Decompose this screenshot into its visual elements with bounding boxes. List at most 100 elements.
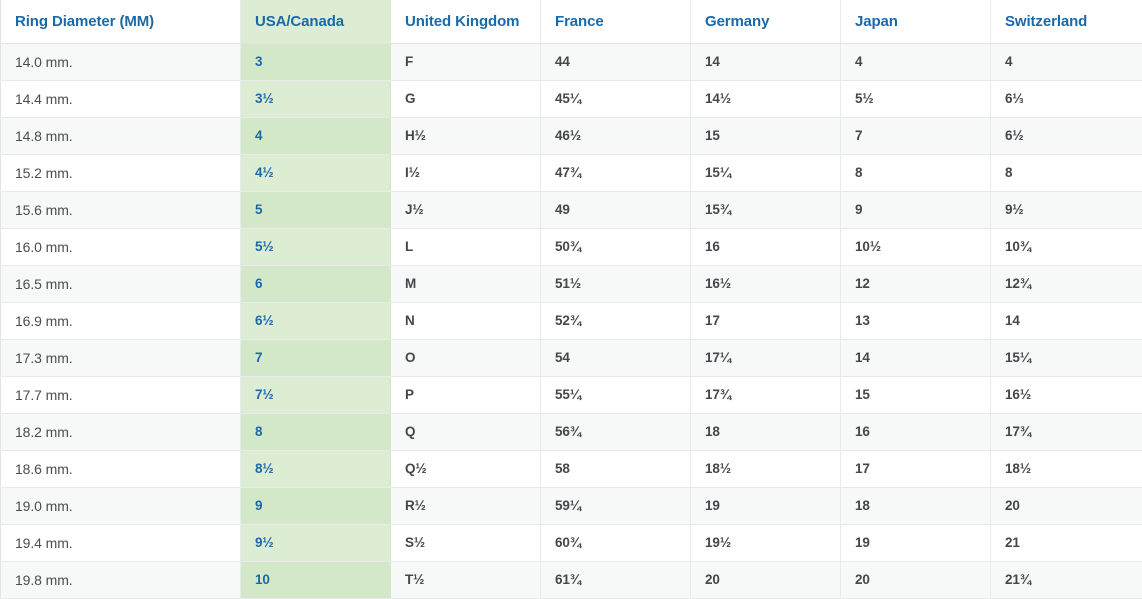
cell-united-kingdom: I½ — [390, 154, 541, 192]
table-row: 15.2 mm. 4½ I½ 47¾ 15¼ 8 8 — [0, 154, 1142, 192]
column-header-usacanada: USA/Canada — [240, 0, 391, 44]
table-row: 14.0 mm. 3 F 44 14 4 4 — [0, 43, 1142, 81]
cell-japan: 14 — [840, 339, 991, 377]
cell-france: 55¼ — [540, 376, 691, 414]
cell-ring-diameter: 16.9 mm. — [0, 302, 241, 340]
cell-united-kingdom: J½ — [390, 191, 541, 229]
cell-france: 50¾ — [540, 228, 691, 266]
cell-japan: 19 — [840, 524, 991, 562]
table-row: 16.9 mm. 6½ N 52¾ 17 13 14 — [0, 302, 1142, 340]
cell-japan: 20 — [840, 561, 991, 599]
cell-germany: 17 — [690, 302, 841, 340]
cell-united-kingdom: L — [390, 228, 541, 266]
cell-ring-diameter: 16.5 mm. — [0, 265, 241, 303]
cell-germany: 18 — [690, 413, 841, 451]
cell-usacanada: 8 — [240, 413, 391, 451]
cell-japan: 7 — [840, 117, 991, 155]
cell-ring-diameter: 18.2 mm. — [0, 413, 241, 451]
cell-japan: 15 — [840, 376, 991, 414]
cell-switzerland: 16½ — [990, 376, 1142, 414]
cell-united-kingdom: O — [390, 339, 541, 377]
cell-switzerland: 8 — [990, 154, 1142, 192]
table-body: 14.0 mm. 3 F 44 14 4 4 14.4 mm. 3½ G 45¼ 14½ 5½ 6⅓ 14.… — [0, 43, 1142, 599]
cell-france: 45¼ — [540, 80, 691, 118]
cell-japan: 8 — [840, 154, 991, 192]
cell-switzerland: 4 — [990, 43, 1142, 81]
cell-germany: 17¾ — [690, 376, 841, 414]
cell-japan: 4 — [840, 43, 991, 81]
cell-ring-diameter: 18.6 mm. — [0, 450, 241, 488]
cell-germany: 16½ — [690, 265, 841, 303]
table-row: 19.4 mm. 9½ S½ 60¾ 19½ 19 21 — [0, 524, 1142, 562]
cell-france: 51½ — [540, 265, 691, 303]
cell-united-kingdom: N — [390, 302, 541, 340]
cell-switzerland: 6⅓ — [990, 80, 1142, 118]
cell-ring-diameter: 14.4 mm. — [0, 80, 241, 118]
cell-france: 56¾ — [540, 413, 691, 451]
cell-france: 54 — [540, 339, 691, 377]
cell-ring-diameter: 16.0 mm. — [0, 228, 241, 266]
cell-united-kingdom: R½ — [390, 487, 541, 525]
cell-ring-diameter: 14.0 mm. — [0, 43, 241, 81]
cell-japan: 17 — [840, 450, 991, 488]
cell-usacanada: 3½ — [240, 80, 391, 118]
cell-germany: 16 — [690, 228, 841, 266]
table-row: 15.6 mm. 5 J½ 49 15¾ 9 9½ — [0, 191, 1142, 229]
cell-france: 61¾ — [540, 561, 691, 599]
cell-france: 58 — [540, 450, 691, 488]
cell-usacanada: 3 — [240, 43, 391, 81]
cell-switzerland: 17¾ — [990, 413, 1142, 451]
cell-germany: 19 — [690, 487, 841, 525]
cell-france: 44 — [540, 43, 691, 81]
cell-japan: 5½ — [840, 80, 991, 118]
cell-ring-diameter: 14.8 mm. — [0, 117, 241, 155]
cell-france: 52¾ — [540, 302, 691, 340]
table-row: 14.4 mm. 3½ G 45¼ 14½ 5½ 6⅓ — [0, 80, 1142, 118]
table-row: 18.2 mm. 8 Q 56¾ 18 16 17¾ — [0, 413, 1142, 451]
table-row: 19.8 mm. 10 T½ 61¾ 20 20 21¾ — [0, 561, 1142, 599]
column-header-japan: Japan — [840, 0, 991, 44]
cell-germany: 14½ — [690, 80, 841, 118]
cell-usacanada: 4 — [240, 117, 391, 155]
cell-switzerland: 12¾ — [990, 265, 1142, 303]
cell-ring-diameter: 17.7 mm. — [0, 376, 241, 414]
cell-switzerland: 21¾ — [990, 561, 1142, 599]
cell-usacanada: 6½ — [240, 302, 391, 340]
cell-germany: 20 — [690, 561, 841, 599]
table-row: 19.0 mm. 9 R½ 59¼ 19 18 20 — [0, 487, 1142, 525]
cell-switzerland: 15¼ — [990, 339, 1142, 377]
cell-japan: 9 — [840, 191, 991, 229]
cell-ring-diameter: 19.0 mm. — [0, 487, 241, 525]
cell-usacanada: 4½ — [240, 154, 391, 192]
cell-switzerland: 21 — [990, 524, 1142, 562]
cell-japan: 13 — [840, 302, 991, 340]
cell-usacanada: 7½ — [240, 376, 391, 414]
column-header-united-kingdom: United Kingdom — [390, 0, 541, 44]
table-row: 18.6 mm. 8½ Q½ 58 18½ 17 18½ — [0, 450, 1142, 488]
cell-switzerland: 14 — [990, 302, 1142, 340]
cell-switzerland: 9½ — [990, 191, 1142, 229]
cell-united-kingdom: Q — [390, 413, 541, 451]
cell-germany: 15¾ — [690, 191, 841, 229]
table-header-row: Ring Diameter (MM) USA/Canada United Kingd… — [0, 0, 1142, 44]
cell-usacanada: 10 — [240, 561, 391, 599]
cell-usacanada: 9 — [240, 487, 391, 525]
cell-united-kingdom: M — [390, 265, 541, 303]
cell-united-kingdom: T½ — [390, 561, 541, 599]
table-row: 17.7 mm. 7½ P 55¼ 17¾ 15 16½ — [0, 376, 1142, 414]
cell-japan: 10½ — [840, 228, 991, 266]
table-row: 14.8 mm. 4 H½ 46½ 15 7 6½ — [0, 117, 1142, 155]
column-header-germany: Germany — [690, 0, 841, 44]
table-row: 16.5 mm. 6 M 51½ 16½ 12 12¾ — [0, 265, 1142, 303]
cell-france: 46½ — [540, 117, 691, 155]
cell-usacanada: 8½ — [240, 450, 391, 488]
cell-germany: 15 — [690, 117, 841, 155]
cell-ring-diameter: 19.4 mm. — [0, 524, 241, 562]
cell-usacanada: 9½ — [240, 524, 391, 562]
cell-switzerland: 20 — [990, 487, 1142, 525]
cell-united-kingdom: S½ — [390, 524, 541, 562]
cell-ring-diameter: 17.3 mm. — [0, 339, 241, 377]
table-row: 17.3 mm. 7 O 54 17¼ 14 15¼ — [0, 339, 1142, 377]
cell-united-kingdom: H½ — [390, 117, 541, 155]
